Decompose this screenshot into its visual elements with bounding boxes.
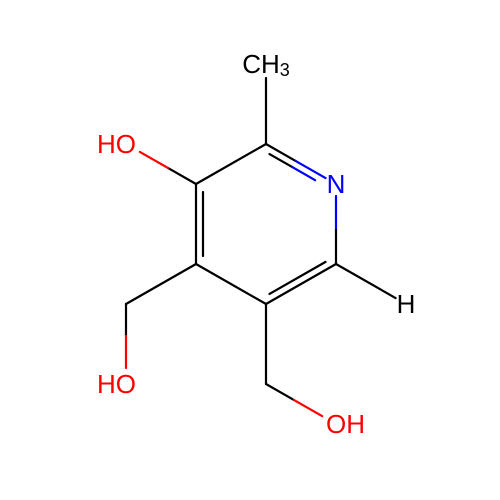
- label-ho: HO: [97, 369, 136, 399]
- label-oh: OH: [326, 409, 365, 439]
- molecule-diagram: N CH3 HO HO OH H: [0, 0, 500, 500]
- atom-h: H: [397, 289, 416, 319]
- label-ho: HO: [97, 129, 136, 159]
- label-ch3: CH3: [242, 49, 290, 80]
- atom-n: N: [327, 169, 346, 199]
